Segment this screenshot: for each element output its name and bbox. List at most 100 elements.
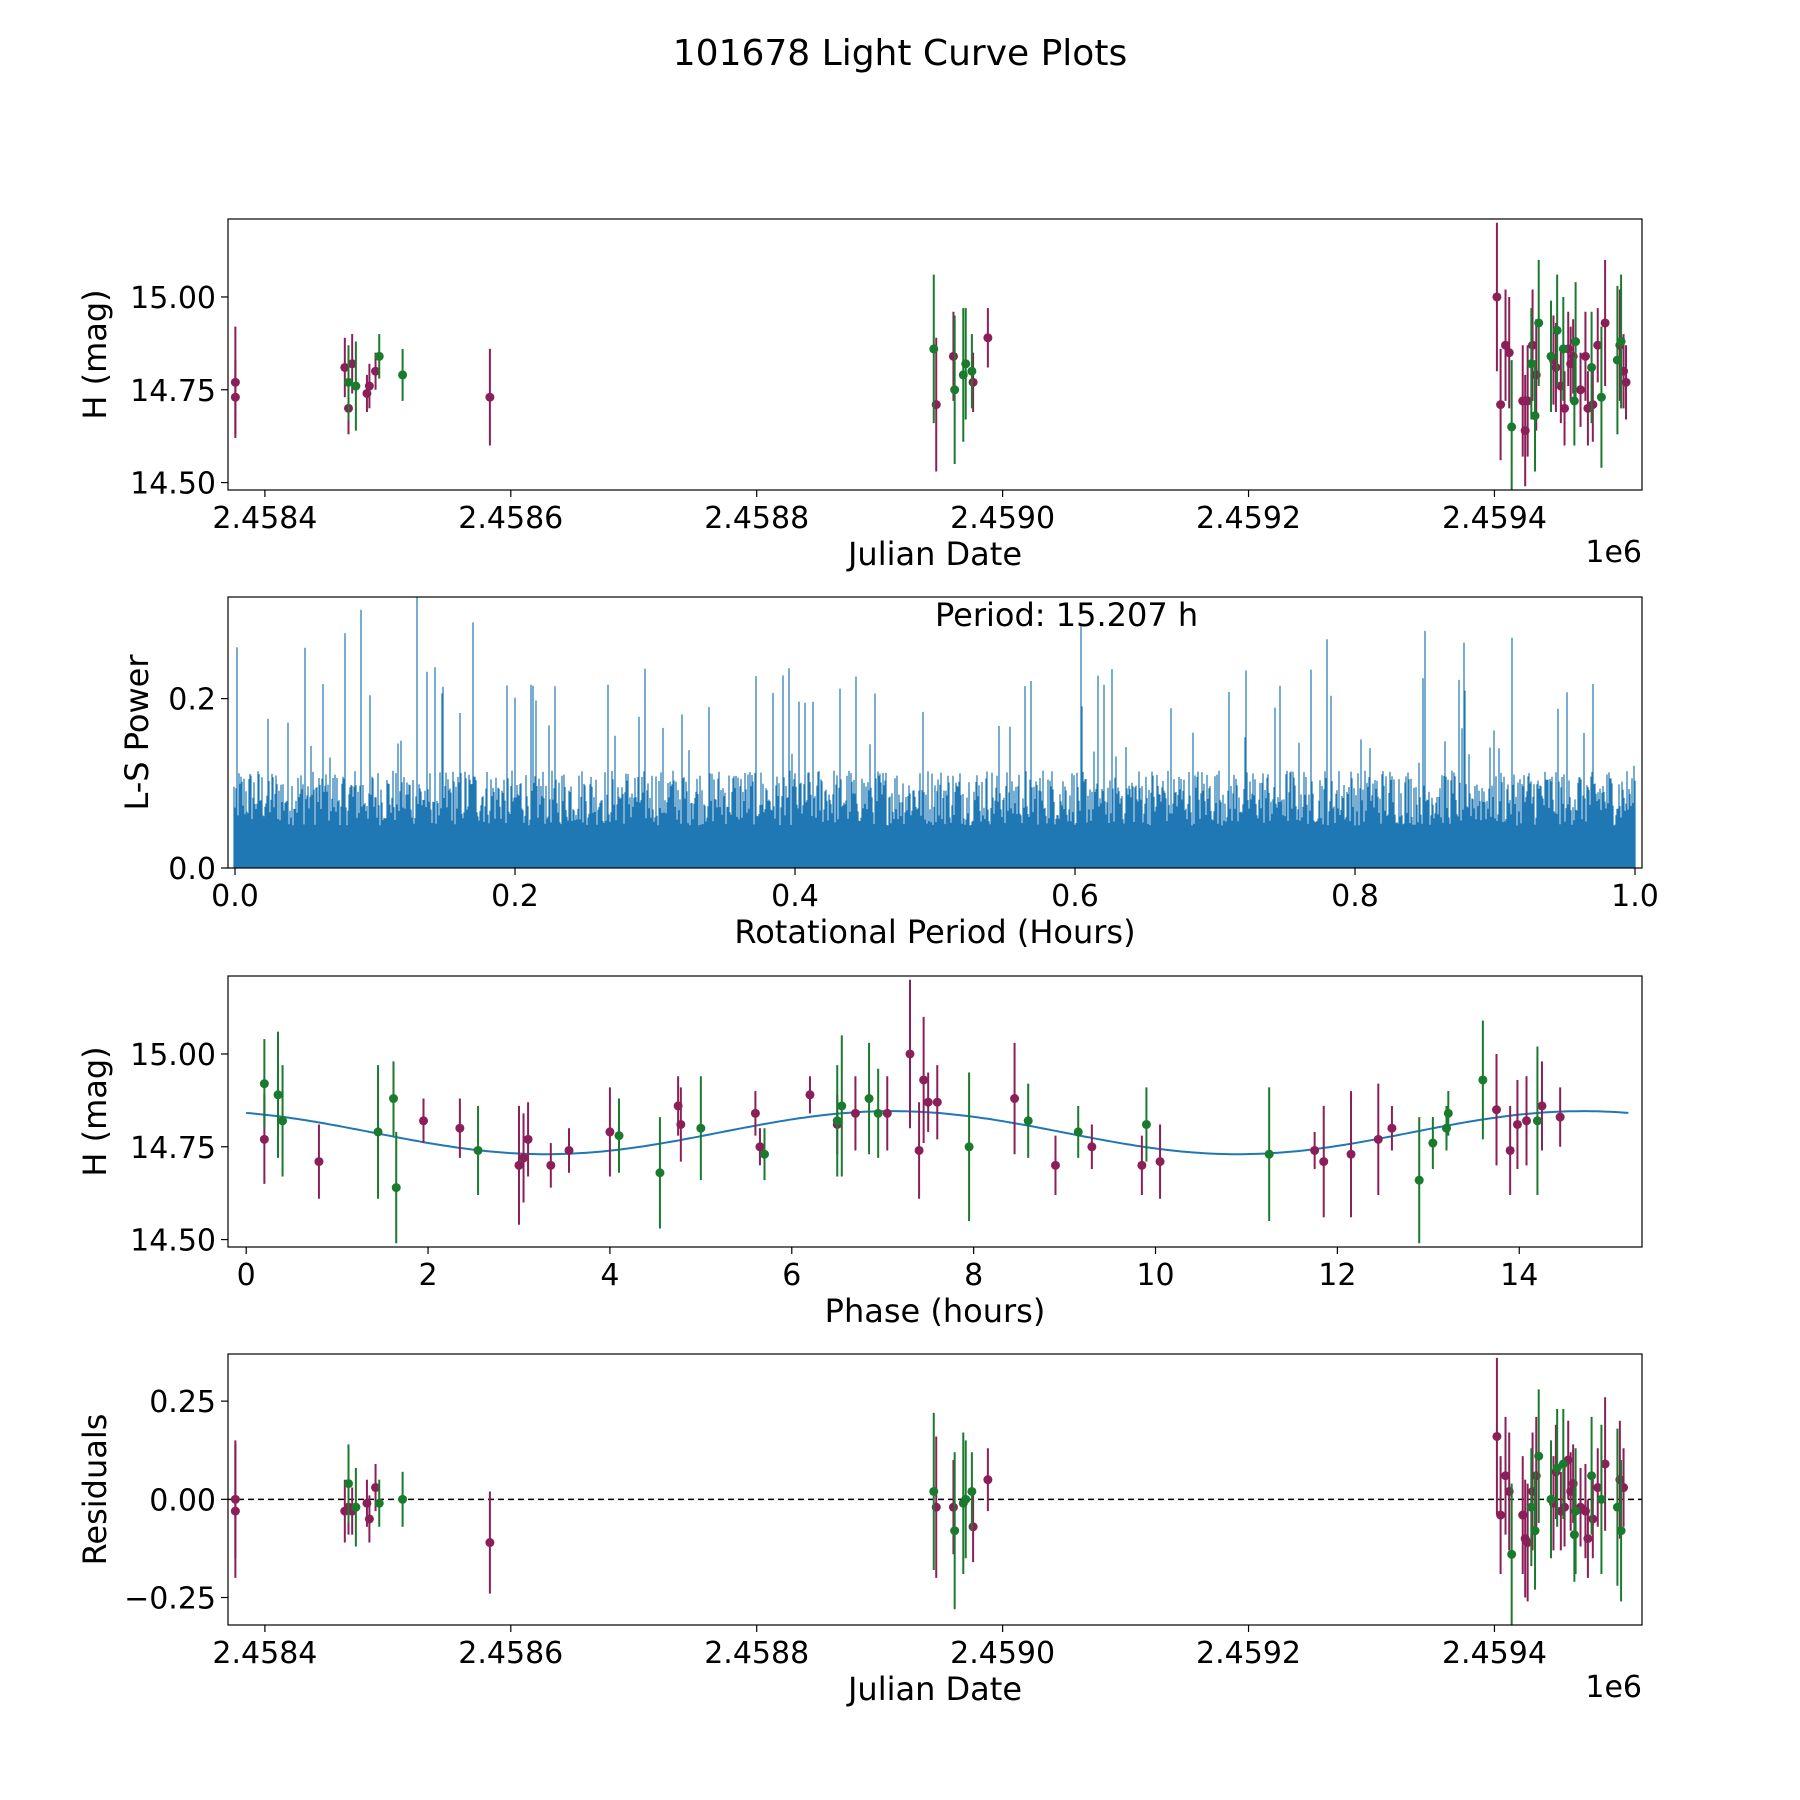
data-point xyxy=(1587,362,1597,372)
x-tick-label: 2.4594 xyxy=(1442,1636,1547,1671)
data-point xyxy=(1526,359,1536,369)
x-tick-label: 8 xyxy=(964,1258,983,1293)
data-point xyxy=(347,359,357,369)
data-point xyxy=(564,1145,574,1155)
data-point xyxy=(968,1522,978,1532)
y-tick-label: 15.00 xyxy=(130,1038,216,1073)
data-point xyxy=(391,1183,401,1193)
data-point xyxy=(1546,1494,1556,1504)
data-point xyxy=(1310,1145,1320,1155)
data-point xyxy=(1551,362,1561,372)
data-point xyxy=(1155,1157,1165,1167)
data-point xyxy=(760,1149,770,1159)
data-point xyxy=(1569,396,1579,406)
x-tick-label: 2.4586 xyxy=(458,501,563,536)
data-point xyxy=(1492,1431,1502,1441)
y-axis-label: L-S Power xyxy=(118,654,156,811)
x-tick-label: 0.2 xyxy=(491,879,539,914)
data-point xyxy=(259,1134,269,1144)
data-point xyxy=(696,1123,706,1133)
data-point xyxy=(1428,1138,1438,1148)
data-point xyxy=(514,1160,524,1170)
data-point xyxy=(473,1145,483,1155)
x-tick-label: 2 xyxy=(419,1258,438,1293)
data-point xyxy=(1373,1134,1383,1144)
y-axis-label: H (mag) xyxy=(76,289,114,419)
data-point xyxy=(1526,1502,1536,1512)
y-tick-label: 14.75 xyxy=(130,1131,216,1166)
data-point xyxy=(1612,355,1622,365)
data-point xyxy=(832,1116,842,1126)
data-point xyxy=(1496,1510,1506,1520)
data-point xyxy=(1583,1534,1593,1544)
lightcurve-panel: 2.4584 2.4586 2.4588 2.4590 2.4592 2.4594 14.5… xyxy=(76,218,1643,573)
data-point xyxy=(343,377,353,387)
data-point xyxy=(1596,1494,1606,1504)
data-point xyxy=(950,385,960,395)
data-point xyxy=(929,344,939,354)
data-point xyxy=(967,366,977,376)
data-point xyxy=(805,1090,815,1100)
x-axis-label: Rotational Period (Hours) xyxy=(734,913,1135,951)
phased-data xyxy=(246,979,1629,1244)
data-point xyxy=(1387,1123,1397,1133)
period-annotation: Period: 15.207 h xyxy=(935,596,1198,634)
data-point xyxy=(750,1108,760,1118)
x-tick-label: 0.4 xyxy=(771,879,819,914)
data-point xyxy=(1530,1526,1540,1536)
data-point xyxy=(259,1079,269,1089)
data-point xyxy=(864,1094,874,1104)
x-tick-label: 0.6 xyxy=(1051,879,1099,914)
data-point xyxy=(914,1145,924,1155)
data-point xyxy=(351,1502,361,1512)
x-tick-label: 6 xyxy=(782,1258,801,1293)
figure-title: 101678 Light Curve Plots xyxy=(673,33,1127,74)
data-point xyxy=(546,1160,556,1170)
x-tick-label: 2.4592 xyxy=(1196,1636,1301,1671)
data-point xyxy=(850,1108,860,1118)
data-point xyxy=(1616,1526,1626,1536)
y-axis-label: H (mag) xyxy=(76,1046,114,1176)
data-point xyxy=(1319,1157,1329,1167)
data-point xyxy=(1505,1145,1515,1155)
data-point xyxy=(1507,422,1517,432)
data-point xyxy=(1522,1116,1532,1126)
x-axis-label: Julian Date xyxy=(846,535,1022,573)
data-point xyxy=(1546,351,1556,361)
data-point xyxy=(1478,1075,1488,1085)
data-point xyxy=(1560,403,1570,413)
x-axis-label: Phase (hours) xyxy=(825,1292,1046,1330)
data-point xyxy=(364,1514,374,1524)
data-point xyxy=(1612,1502,1622,1512)
data-point xyxy=(314,1157,324,1167)
data-point xyxy=(755,1142,765,1152)
data-point xyxy=(1492,292,1502,302)
data-point xyxy=(1569,1530,1579,1540)
x-tick-label: 2.4590 xyxy=(950,501,1055,536)
data-point xyxy=(1137,1160,1147,1170)
data-point xyxy=(1441,1123,1451,1133)
data-point xyxy=(373,1127,383,1137)
data-point xyxy=(1580,351,1590,361)
x-tick-label: 2.4588 xyxy=(704,501,809,536)
data-point xyxy=(1264,1149,1274,1159)
y-axis-label: Residuals xyxy=(76,1414,114,1566)
data-point xyxy=(948,351,958,361)
data-point xyxy=(1501,1471,1511,1481)
data-point xyxy=(1010,1094,1020,1104)
data-point xyxy=(230,1506,240,1516)
data-point xyxy=(278,1116,288,1126)
data-point xyxy=(1496,400,1506,410)
data-point xyxy=(1532,1116,1542,1126)
data-point xyxy=(1571,1506,1581,1516)
data-point xyxy=(983,1475,993,1485)
data-point xyxy=(1587,1471,1597,1481)
data-point xyxy=(961,1494,971,1504)
data-point xyxy=(1576,385,1586,395)
data-point xyxy=(1087,1142,1097,1152)
data-point xyxy=(519,1153,529,1163)
data-point xyxy=(983,333,993,343)
data-point xyxy=(1346,1149,1356,1159)
data-point xyxy=(873,1108,883,1118)
x-tick-label: 4 xyxy=(600,1258,619,1293)
